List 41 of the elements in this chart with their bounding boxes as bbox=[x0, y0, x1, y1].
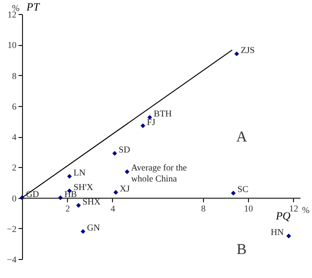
data-label: BTH bbox=[154, 108, 172, 118]
point bbox=[58, 195, 63, 200]
data-label: SC bbox=[237, 184, 248, 194]
point bbox=[230, 190, 236, 196]
point bbox=[113, 190, 118, 195]
y-tick-label: 4 bbox=[12, 132, 17, 142]
x-tick-label: 2 bbox=[65, 203, 70, 214]
data-label: FJ bbox=[146, 116, 156, 127]
text: % bbox=[302, 204, 310, 215]
y-axis-title: PT bbox=[26, 2, 40, 14]
x-tick-label: 8 bbox=[201, 203, 206, 214]
point bbox=[234, 51, 240, 56]
data-label: SD bbox=[118, 144, 131, 154]
y-tick-label: 0 bbox=[12, 193, 17, 204]
y-tick-label: 8 bbox=[12, 70, 17, 81]
x-axis-title: PQ bbox=[274, 210, 291, 222]
data-label: ZJS bbox=[240, 44, 255, 55]
point bbox=[76, 203, 81, 208]
annotation: A bbox=[236, 130, 248, 146]
point bbox=[286, 234, 292, 238]
y-tick-label: 6 bbox=[12, 101, 17, 112]
data-label: GD bbox=[26, 188, 40, 199]
point bbox=[140, 123, 146, 128]
point bbox=[80, 229, 86, 234]
y-tick-label: −2 bbox=[6, 224, 16, 234]
data-label: XJ bbox=[120, 183, 130, 194]
y-tick-label: 2 bbox=[12, 162, 16, 173]
data-label: Average for the whole China bbox=[131, 162, 187, 184]
x-tick-label: 10 bbox=[244, 203, 254, 214]
y-tick-label: 10 bbox=[8, 40, 17, 50]
point bbox=[67, 174, 72, 179]
data-label: HN bbox=[270, 227, 284, 238]
point bbox=[124, 169, 130, 174]
point bbox=[112, 151, 118, 156]
data-label: SHX bbox=[82, 196, 102, 206]
y-tick-label: −4 bbox=[6, 254, 17, 264]
x-tick-label: 4 bbox=[110, 203, 116, 214]
data-label: GN bbox=[87, 222, 101, 232]
x-tick-label: 12 bbox=[289, 203, 298, 214]
annotation: B bbox=[236, 242, 247, 258]
data-label: LN bbox=[73, 167, 86, 178]
